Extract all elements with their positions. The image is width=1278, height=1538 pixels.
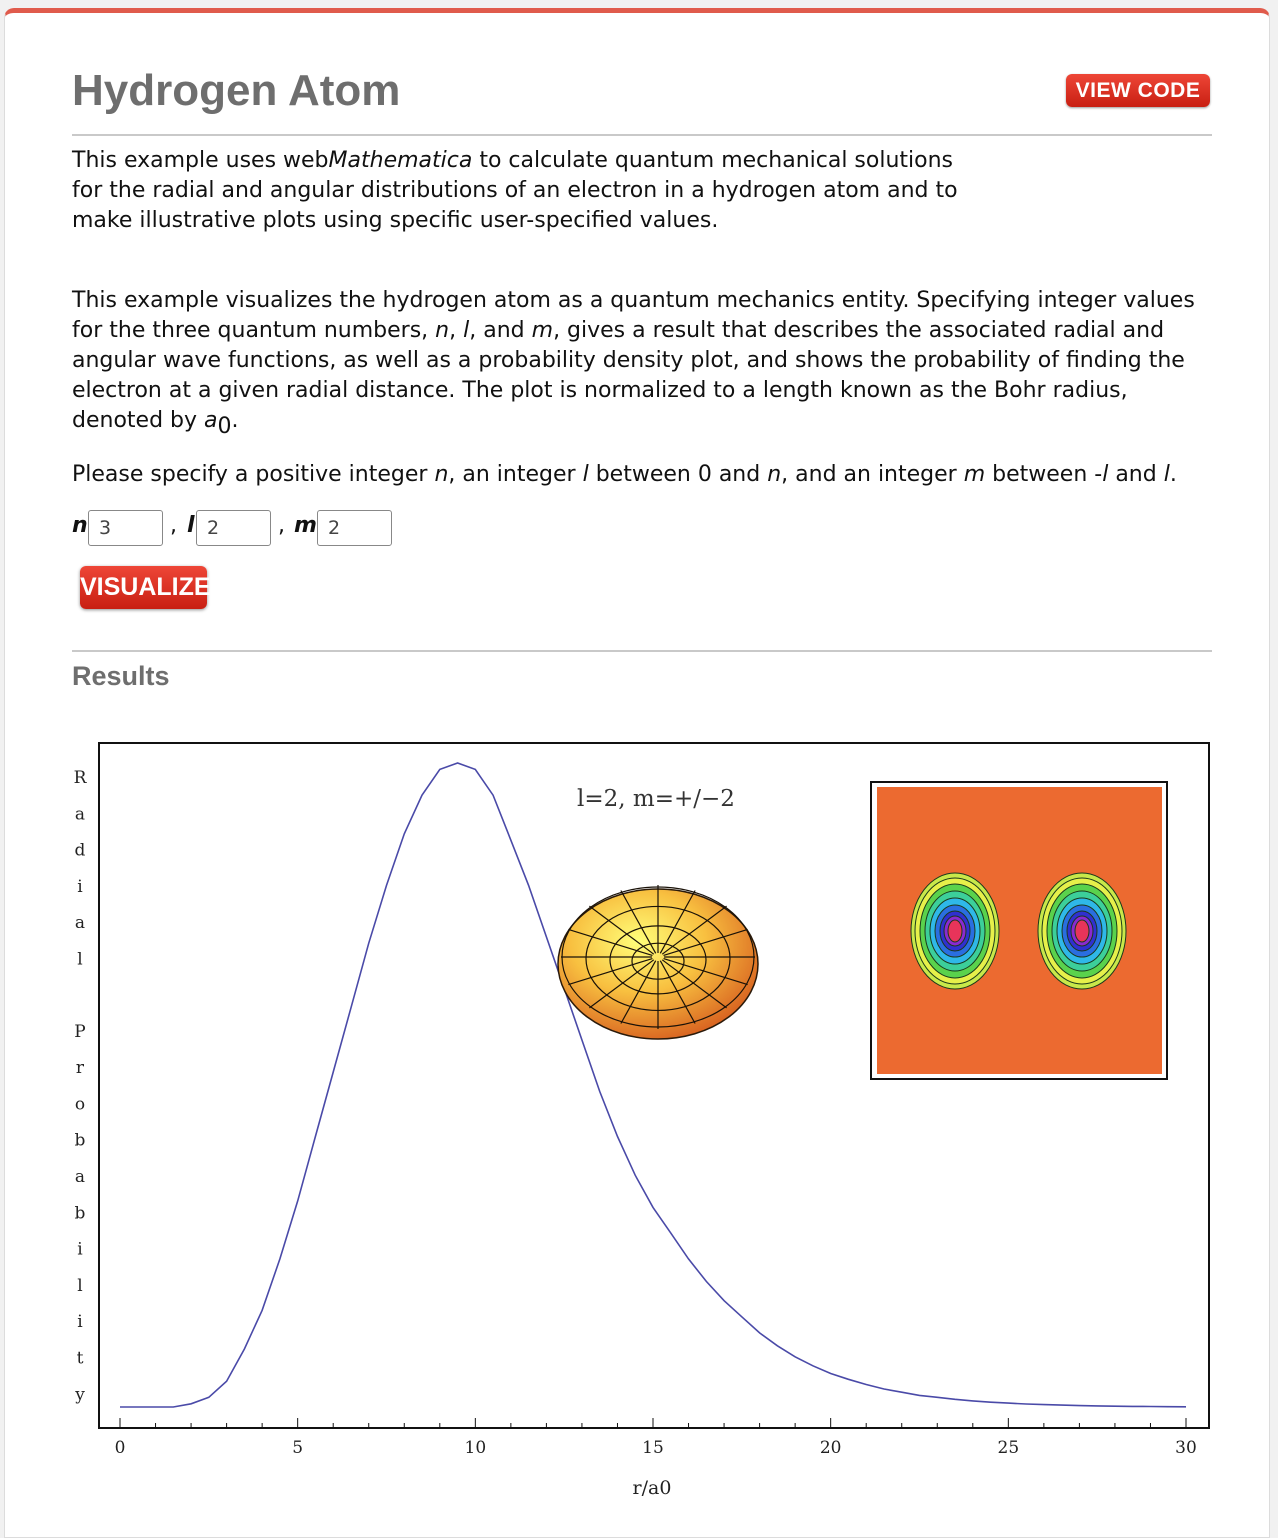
separator: , bbox=[170, 513, 177, 538]
results-divider bbox=[72, 650, 1212, 652]
y-axis-label-char: d bbox=[75, 841, 86, 861]
y-axis-label-char: l bbox=[77, 950, 82, 970]
x-tick-label: 25 bbox=[998, 1438, 1020, 1458]
radial-probability-curve bbox=[120, 762, 1187, 1408]
y-axis-label-char: R bbox=[74, 768, 88, 788]
chart-annotation: l=2, m=+/−2 bbox=[577, 786, 735, 812]
x-tick-label: 30 bbox=[1175, 1438, 1197, 1458]
y-axis-label-char: a bbox=[75, 804, 85, 824]
page-title: Hydrogen Atom bbox=[72, 66, 401, 115]
y-axis-label-char: r bbox=[76, 1058, 85, 1078]
y-axis-label-char: a bbox=[75, 1167, 85, 1187]
y-axis-label-char: P bbox=[74, 1022, 85, 1042]
y-axis-label-char: l bbox=[77, 1276, 82, 1296]
results-heading: Results bbox=[72, 661, 170, 691]
x-tick-label: 15 bbox=[642, 1438, 664, 1458]
visualize-button[interactable]: VISUALIZE bbox=[80, 566, 211, 609]
y-axis-label-char: b bbox=[75, 1131, 86, 1151]
x-axis-ticks: 0 5 10 15 20 25 30 bbox=[115, 1418, 1197, 1458]
y-axis-label-char: b bbox=[75, 1203, 86, 1223]
n-label: n bbox=[72, 513, 88, 538]
angular-distribution-3d-plot bbox=[557, 885, 759, 1040]
x-axis-label: r/a0 bbox=[633, 1477, 672, 1499]
view-code-button[interactable]: VIEW CODE bbox=[1066, 74, 1210, 107]
y-axis-label-char: i bbox=[77, 877, 83, 897]
instructions-text: Please specify a positive integer n, an … bbox=[72, 462, 1177, 487]
y-axis-label-char: y bbox=[74, 1385, 85, 1405]
l-label: l bbox=[187, 513, 195, 538]
separator: , bbox=[278, 513, 285, 538]
description-text: This example visualizes the hydrogen ato… bbox=[72, 288, 1195, 439]
y-axis-label-char: a bbox=[75, 913, 85, 933]
x-tick-label: 5 bbox=[292, 1438, 303, 1458]
title-divider bbox=[72, 134, 1212, 136]
m-input[interactable] bbox=[317, 510, 392, 546]
y-axis-label-char: o bbox=[75, 1094, 85, 1114]
l-input[interactable] bbox=[196, 510, 271, 546]
probability-density-plot bbox=[870, 781, 1168, 1080]
m-label: m bbox=[294, 513, 317, 538]
y-axis-label-char: i bbox=[77, 1312, 83, 1332]
x-tick-label: 0 bbox=[115, 1438, 126, 1458]
intro-text: This example uses webMathematica to calc… bbox=[72, 148, 958, 233]
x-tick-label: 10 bbox=[465, 1438, 487, 1458]
y-axis-label-char: t bbox=[77, 1349, 84, 1369]
y-axis-label-char: i bbox=[77, 1240, 83, 1260]
n-input[interactable] bbox=[88, 510, 163, 546]
x-tick-label: 20 bbox=[820, 1438, 842, 1458]
